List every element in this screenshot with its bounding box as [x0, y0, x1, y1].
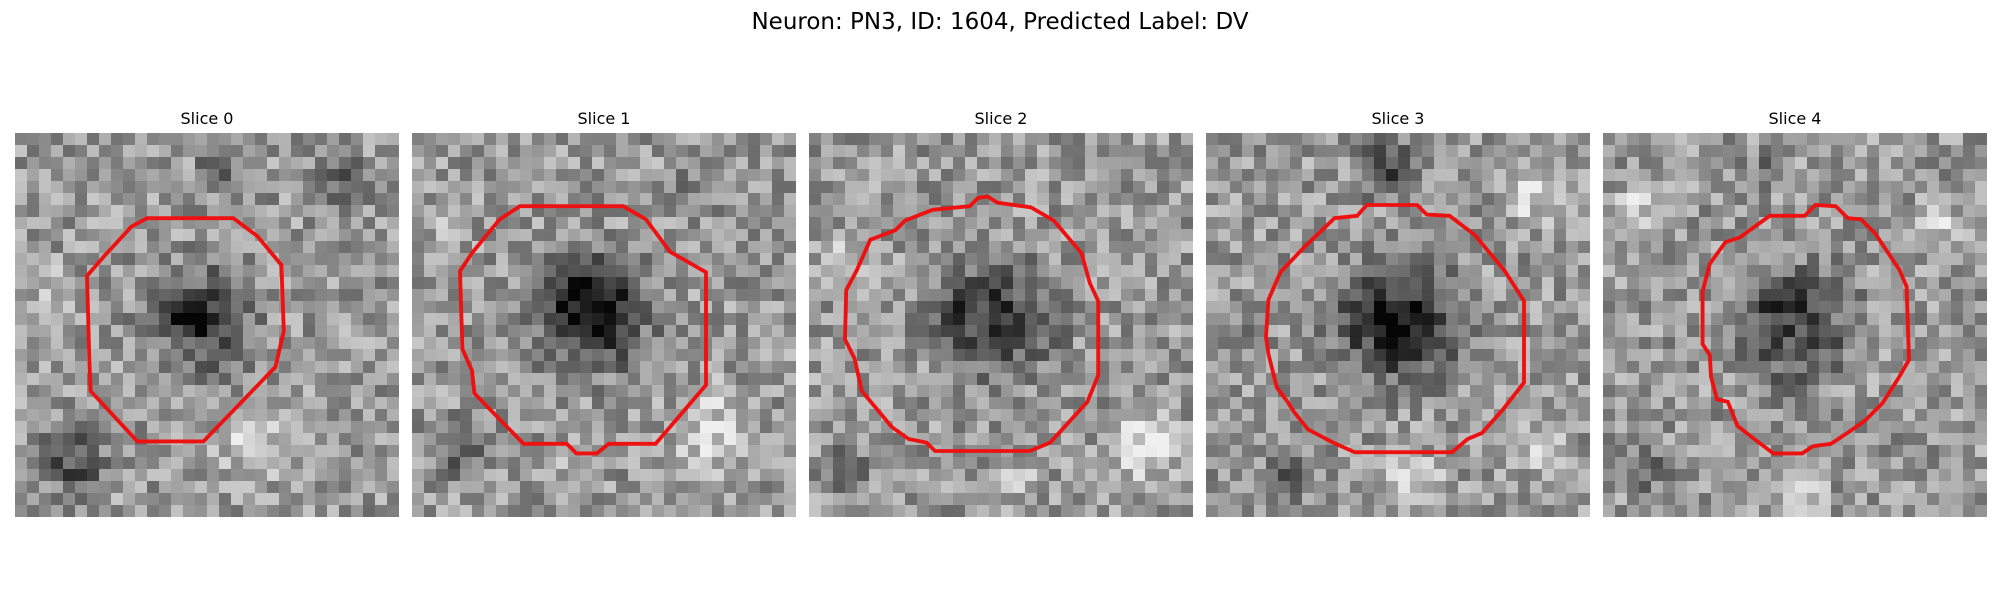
slice-title-2: Slice 2 — [974, 109, 1028, 128]
slice-panel-4: Slice 4 — [1603, 108, 1987, 520]
grayscale-pixels — [15, 133, 399, 517]
grayscale-pixels — [1206, 133, 1590, 517]
grayscale-pixels — [1603, 133, 1987, 517]
slice-title-3: Slice 3 — [1371, 109, 1425, 128]
figure-title: Neuron: PN3, ID: 1604, Predicted Label: … — [751, 9, 1249, 35]
grayscale-pixels — [412, 133, 796, 517]
slice-title-4: Slice 4 — [1768, 109, 1822, 128]
roi-contour — [458, 204, 708, 456]
slice-title-0: Slice 0 — [180, 109, 234, 128]
slice-panel-3: Slice 3 — [1206, 108, 1590, 520]
roi-contour — [1264, 203, 1526, 455]
grayscale-pixels — [809, 133, 1193, 517]
slice-image-2 — [809, 133, 1193, 517]
slice-panel-2: Slice 2 — [809, 108, 1193, 520]
roi-contour — [843, 194, 1101, 453]
roi-contour — [85, 216, 286, 444]
slice-image-4 — [1603, 133, 1987, 517]
slice-image-3 — [1206, 133, 1590, 517]
slice-image-0 — [15, 133, 399, 517]
roi-contour — [1700, 203, 1911, 456]
slice-panel-1: Slice 1 — [412, 108, 796, 520]
slice-title-1: Slice 1 — [577, 109, 631, 128]
slice-panel-0: Slice 0 — [15, 108, 399, 520]
slice-image-1 — [412, 133, 796, 517]
